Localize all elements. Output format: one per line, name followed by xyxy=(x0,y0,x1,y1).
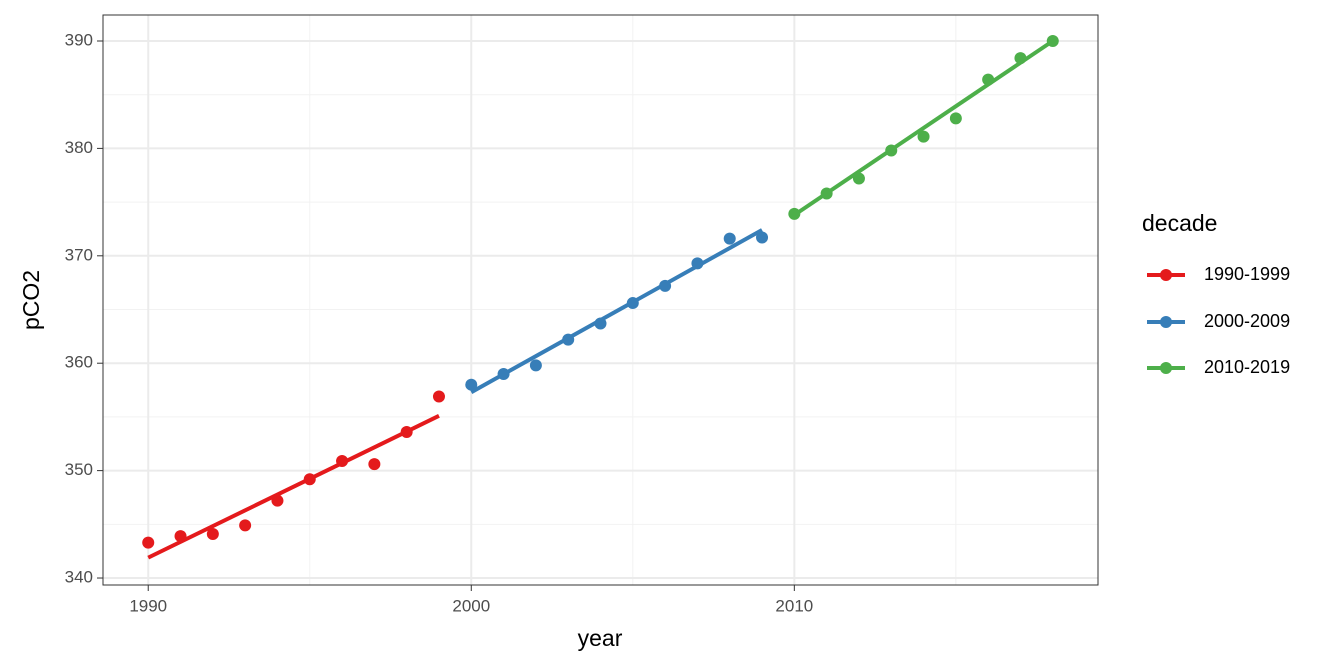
y-tick-label: 360 xyxy=(65,353,93,372)
point xyxy=(788,207,801,220)
point xyxy=(432,390,445,403)
point xyxy=(1014,52,1027,65)
legend-label: 2010-2019 xyxy=(1204,357,1290,377)
point xyxy=(142,536,155,549)
point xyxy=(885,144,898,157)
point xyxy=(594,317,607,330)
y-tick-label: 380 xyxy=(65,138,93,157)
trend-line xyxy=(470,228,764,394)
point xyxy=(206,527,219,540)
point xyxy=(303,473,316,486)
y-tick-label: 340 xyxy=(65,568,93,587)
point xyxy=(271,494,284,507)
legend-label: 1990-1999 xyxy=(1204,264,1290,284)
x-tick-label: 2010 xyxy=(775,596,813,615)
point xyxy=(820,187,833,200)
x-tick-label: 2000 xyxy=(452,596,490,615)
point xyxy=(336,454,349,467)
y-tick-label: 350 xyxy=(65,460,93,479)
point xyxy=(626,297,639,310)
x-tick-label: 1990 xyxy=(129,596,167,615)
point xyxy=(400,425,413,438)
point xyxy=(949,112,962,125)
point xyxy=(852,172,865,185)
panel-border xyxy=(102,14,1099,586)
point xyxy=(174,530,187,543)
point xyxy=(723,232,736,245)
point xyxy=(368,458,381,471)
y-tick-label: 370 xyxy=(65,245,93,264)
point xyxy=(562,333,575,346)
legend-title: decade xyxy=(1142,210,1217,236)
y-tick-label: 390 xyxy=(65,30,93,49)
x-axis-label: year xyxy=(578,625,623,651)
legend-key-point xyxy=(1160,316,1172,328)
point xyxy=(1046,34,1059,47)
point xyxy=(917,130,930,143)
trend-line xyxy=(793,39,1054,217)
point xyxy=(691,257,704,270)
point xyxy=(659,279,672,292)
point xyxy=(529,359,542,372)
legend-key-point xyxy=(1160,269,1172,281)
y-axis-label: pCO2 xyxy=(18,270,44,330)
legend-label: 2000-2009 xyxy=(1204,311,1290,331)
point xyxy=(465,378,478,391)
trend-line xyxy=(147,414,440,560)
point xyxy=(497,367,510,380)
point xyxy=(982,73,995,86)
point xyxy=(756,231,769,244)
point xyxy=(239,519,252,532)
legend-key-point xyxy=(1160,362,1172,374)
